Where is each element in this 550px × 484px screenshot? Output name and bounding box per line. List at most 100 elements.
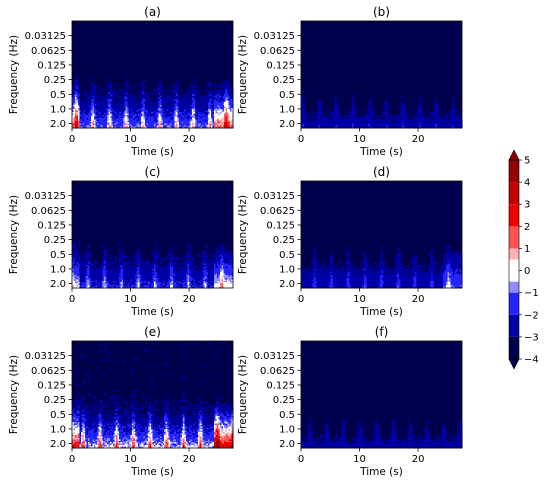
panel-e: (e) 0 10 20 Time (s) 0.03125 0.0625 0.125 0.25 0.…	[8, 325, 234, 478]
x-tick-label: 0	[69, 454, 75, 465]
x-tick-label: 10	[353, 134, 366, 145]
y-tick-label: 1.0	[50, 424, 66, 435]
y-tick-label: 2.0	[50, 439, 66, 450]
y-tick-label: 2.0	[50, 119, 66, 130]
colorbar-segment	[509, 248, 519, 260]
y-tick-label: 0.5	[279, 250, 295, 261]
y-tick-label: 0.5	[279, 90, 295, 101]
y-tick-label: 0.0625	[31, 366, 66, 377]
y-tick-label: 1.0	[50, 264, 66, 275]
y-tick-label: 1.0	[279, 104, 295, 115]
x-tick-label: 10	[124, 294, 137, 305]
x-tick-label: 0	[69, 134, 75, 145]
y-axis-label: Frequency (Hz)	[237, 35, 249, 114]
y-tick-label: 0.25	[44, 235, 66, 246]
colorbar-segment	[509, 226, 519, 249]
y-tick-label: 0.0625	[260, 46, 295, 57]
y-tick-label: 0.25	[273, 395, 295, 406]
y-tick-label: 0.0625	[31, 46, 66, 57]
axes-frame	[300, 20, 463, 129]
x-axis-label: Time (s)	[130, 306, 174, 318]
colorbar-tick-label: −1	[524, 288, 539, 299]
y-axis-label: Frequency (Hz)	[8, 35, 20, 114]
x-axis-label: Time (s)	[359, 306, 403, 318]
x-tick-label: 10	[124, 454, 137, 465]
colorbar-frame	[508, 159, 520, 360]
y-axis-label: Frequency (Hz)	[237, 355, 249, 434]
x-tick-label: 0	[298, 134, 304, 145]
colorbar-tick-label: −4	[524, 355, 539, 366]
y-tick-label: 0.03125	[25, 31, 66, 42]
x-tick-label: 0	[69, 294, 75, 305]
colorbar-segment	[509, 292, 519, 315]
colorbar-tick-label: 0	[524, 266, 530, 277]
x-axis-label: Time (s)	[130, 466, 174, 478]
y-tick-label: 0.25	[273, 235, 295, 246]
colorbar-segment	[509, 281, 519, 293]
panel-a: (a) 0 10 20 Time (s) 0.03125 0.0625 0.125 0.25 0.…	[8, 5, 234, 158]
colorbar: 5 4 3 2 1 0 −1 −2 −3 −4	[508, 149, 539, 370]
y-tick-label: 0.03125	[254, 351, 295, 362]
panels-layer: (a) 0 10 20 Time (s) 0.03125 0.0625 0.125 0.25 0.…	[8, 5, 463, 478]
colorbar-tick-label: 2	[524, 222, 530, 233]
axes-frame	[71, 180, 234, 289]
axes-frame	[300, 180, 463, 289]
y-tick-label: 1.0	[279, 264, 295, 275]
y-tick-label: 2.0	[50, 279, 66, 290]
heatmap	[301, 94, 463, 129]
x-tick-label: 20	[183, 294, 196, 305]
colorbar-tick-label: 5	[524, 156, 530, 167]
colorbar-segment	[509, 160, 519, 183]
heatmap	[72, 341, 234, 449]
y-tick-label: 0.25	[44, 395, 66, 406]
y-tick-label: 0.5	[279, 410, 295, 421]
colorbar-tick-label: −3	[524, 332, 539, 343]
heatmap	[301, 246, 463, 289]
y-tick-label: 2.0	[279, 439, 295, 450]
y-tick-label: 2.0	[279, 279, 295, 290]
y-tick-label: 0.125	[266, 380, 295, 391]
x-axis-label: Time (s)	[130, 146, 174, 158]
panel-b: (b) 0 10 20 Time (s) 0.03125 0.0625 0.125 0.25 0.…	[237, 5, 463, 158]
axes-frame	[71, 340, 234, 449]
x-tick-label: 10	[353, 294, 366, 305]
x-tick-label: 20	[183, 134, 196, 145]
y-tick-label: 0.0625	[260, 366, 295, 377]
y-tick-label: 0.5	[50, 410, 66, 421]
y-tick-label: 2.0	[279, 119, 295, 130]
colorbar-segment	[509, 259, 519, 282]
colorbar-tick-label: −2	[524, 310, 539, 321]
x-axis-label: Time (s)	[359, 466, 403, 478]
y-tick-label: 0.03125	[254, 191, 295, 202]
x-tick-label: 20	[412, 294, 425, 305]
panel-title: (a)	[144, 5, 161, 19]
y-tick-label: 0.5	[50, 250, 66, 261]
x-tick-label: 0	[298, 454, 304, 465]
colorbar-segment	[509, 182, 519, 205]
heatmap	[301, 417, 463, 449]
y-tick-label: 0.125	[37, 60, 66, 71]
x-tick-label: 20	[412, 134, 425, 145]
colorbar-tick-label: 4	[524, 178, 530, 189]
panel-title: (c)	[145, 165, 161, 179]
panel-d: (d) 0 10 20 Time (s) 0.03125 0.0625 0.125 0.25 0.…	[237, 165, 463, 318]
y-tick-label: 0.25	[44, 75, 66, 86]
panel-title: (f)	[375, 325, 389, 339]
y-tick-label: 0.125	[266, 60, 295, 71]
y-tick-label: 1.0	[279, 424, 295, 435]
axes-frame	[71, 20, 234, 129]
x-tick-label: 10	[353, 454, 366, 465]
y-axis-label: Frequency (Hz)	[8, 195, 20, 274]
y-tick-label: 0.0625	[31, 206, 66, 217]
panel-title: (b)	[373, 5, 390, 19]
x-tick-label: 0	[298, 294, 304, 305]
colorbar-tick-label: 1	[524, 244, 530, 255]
x-tick-label: 10	[124, 134, 137, 145]
colorbar-extend-min	[508, 358, 520, 370]
y-tick-label: 0.125	[37, 220, 66, 231]
y-tick-label: 0.03125	[25, 351, 66, 362]
colorbar-extend-max	[508, 149, 520, 161]
y-tick-label: 0.125	[266, 220, 295, 231]
y-tick-label: 0.25	[273, 75, 295, 86]
